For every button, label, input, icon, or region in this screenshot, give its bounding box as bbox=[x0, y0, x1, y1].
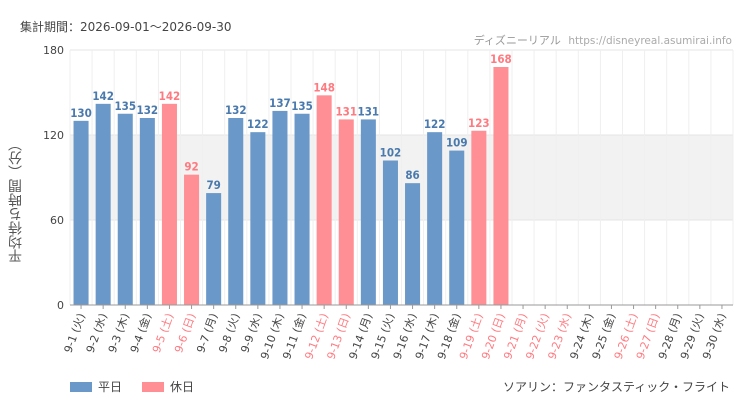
bar-value-label: 79 bbox=[206, 178, 220, 192]
y-tick-label: 60 bbox=[50, 214, 64, 227]
bar-value-label: 102 bbox=[380, 146, 402, 160]
bar-value-label: 132 bbox=[225, 103, 247, 117]
bar-value-label: 131 bbox=[335, 104, 357, 118]
grid-lines bbox=[69, 49, 734, 306]
legend-item-weekday[interactable]: 平日 bbox=[70, 378, 122, 395]
bar bbox=[139, 118, 155, 305]
site-credit[interactable]: ディズニーリアル https://disneyreal.asumirai.inf… bbox=[474, 32, 732, 48]
legend-swatch-weekday bbox=[70, 381, 92, 392]
bar-value-label: 86 bbox=[405, 168, 419, 182]
bar-value-label: 122 bbox=[424, 117, 446, 131]
legend-label-weekday: 平日 bbox=[98, 380, 123, 394]
bar bbox=[228, 118, 244, 305]
y-tick-label: 180 bbox=[43, 44, 64, 57]
bar bbox=[316, 95, 332, 305]
legend-item-holiday[interactable]: 休日 bbox=[142, 378, 194, 395]
bar bbox=[206, 193, 222, 305]
bar-value-label: 122 bbox=[247, 117, 269, 131]
y-tick-labels: 0 60 120 180 bbox=[43, 44, 64, 312]
bar bbox=[250, 132, 266, 305]
bar bbox=[73, 120, 89, 305]
y-tick-label: 120 bbox=[43, 129, 64, 142]
attraction-name: ソアリン：ファンタスティック・フライト bbox=[502, 380, 730, 394]
period-label: 集計期間：2026-09-01～2026-09-30 bbox=[20, 20, 232, 34]
bars bbox=[73, 67, 509, 306]
bar bbox=[493, 67, 509, 305]
bar bbox=[338, 119, 354, 306]
bar bbox=[360, 119, 376, 306]
bar-value-label: 168 bbox=[490, 52, 512, 66]
bar bbox=[117, 113, 133, 305]
bar-value-label: 135 bbox=[291, 99, 313, 113]
bar bbox=[294, 113, 310, 305]
site-url[interactable]: https://disneyreal.asumirai.info bbox=[568, 35, 732, 47]
bar-value-label: 142 bbox=[92, 89, 114, 103]
legend-label-holiday: 休日 bbox=[170, 380, 195, 394]
bar bbox=[184, 174, 200, 305]
bar bbox=[405, 183, 421, 305]
bar-value-label: 137 bbox=[269, 96, 291, 110]
bar bbox=[272, 110, 288, 306]
bar-value-label: 148 bbox=[313, 80, 335, 94]
bar-value-label: 132 bbox=[137, 103, 159, 117]
bar bbox=[382, 160, 398, 305]
site-name: ディズニーリアル bbox=[473, 34, 561, 47]
legend-swatch-holiday bbox=[142, 381, 165, 392]
bar-value-label: 142 bbox=[159, 89, 181, 103]
bar bbox=[449, 150, 465, 305]
y-tick-label: 0 bbox=[57, 299, 64, 312]
bar bbox=[427, 132, 443, 305]
bar-value-label: 130 bbox=[70, 106, 92, 120]
bar bbox=[95, 103, 111, 305]
bar bbox=[471, 130, 487, 305]
legend: 平日 休日 bbox=[70, 378, 194, 395]
bar-value-label: 135 bbox=[114, 99, 136, 113]
bar bbox=[161, 103, 177, 305]
bar-value-label: 109 bbox=[446, 136, 468, 150]
bar-value-label: 131 bbox=[358, 104, 380, 118]
bar-value-label: 92 bbox=[184, 160, 198, 174]
bar-value-label: 123 bbox=[468, 116, 490, 130]
x-tick-labels: 9-1 (火)9-2 (水)9-3 (木)9-4 (金)9-5 (土)9-6 (… bbox=[62, 305, 729, 361]
